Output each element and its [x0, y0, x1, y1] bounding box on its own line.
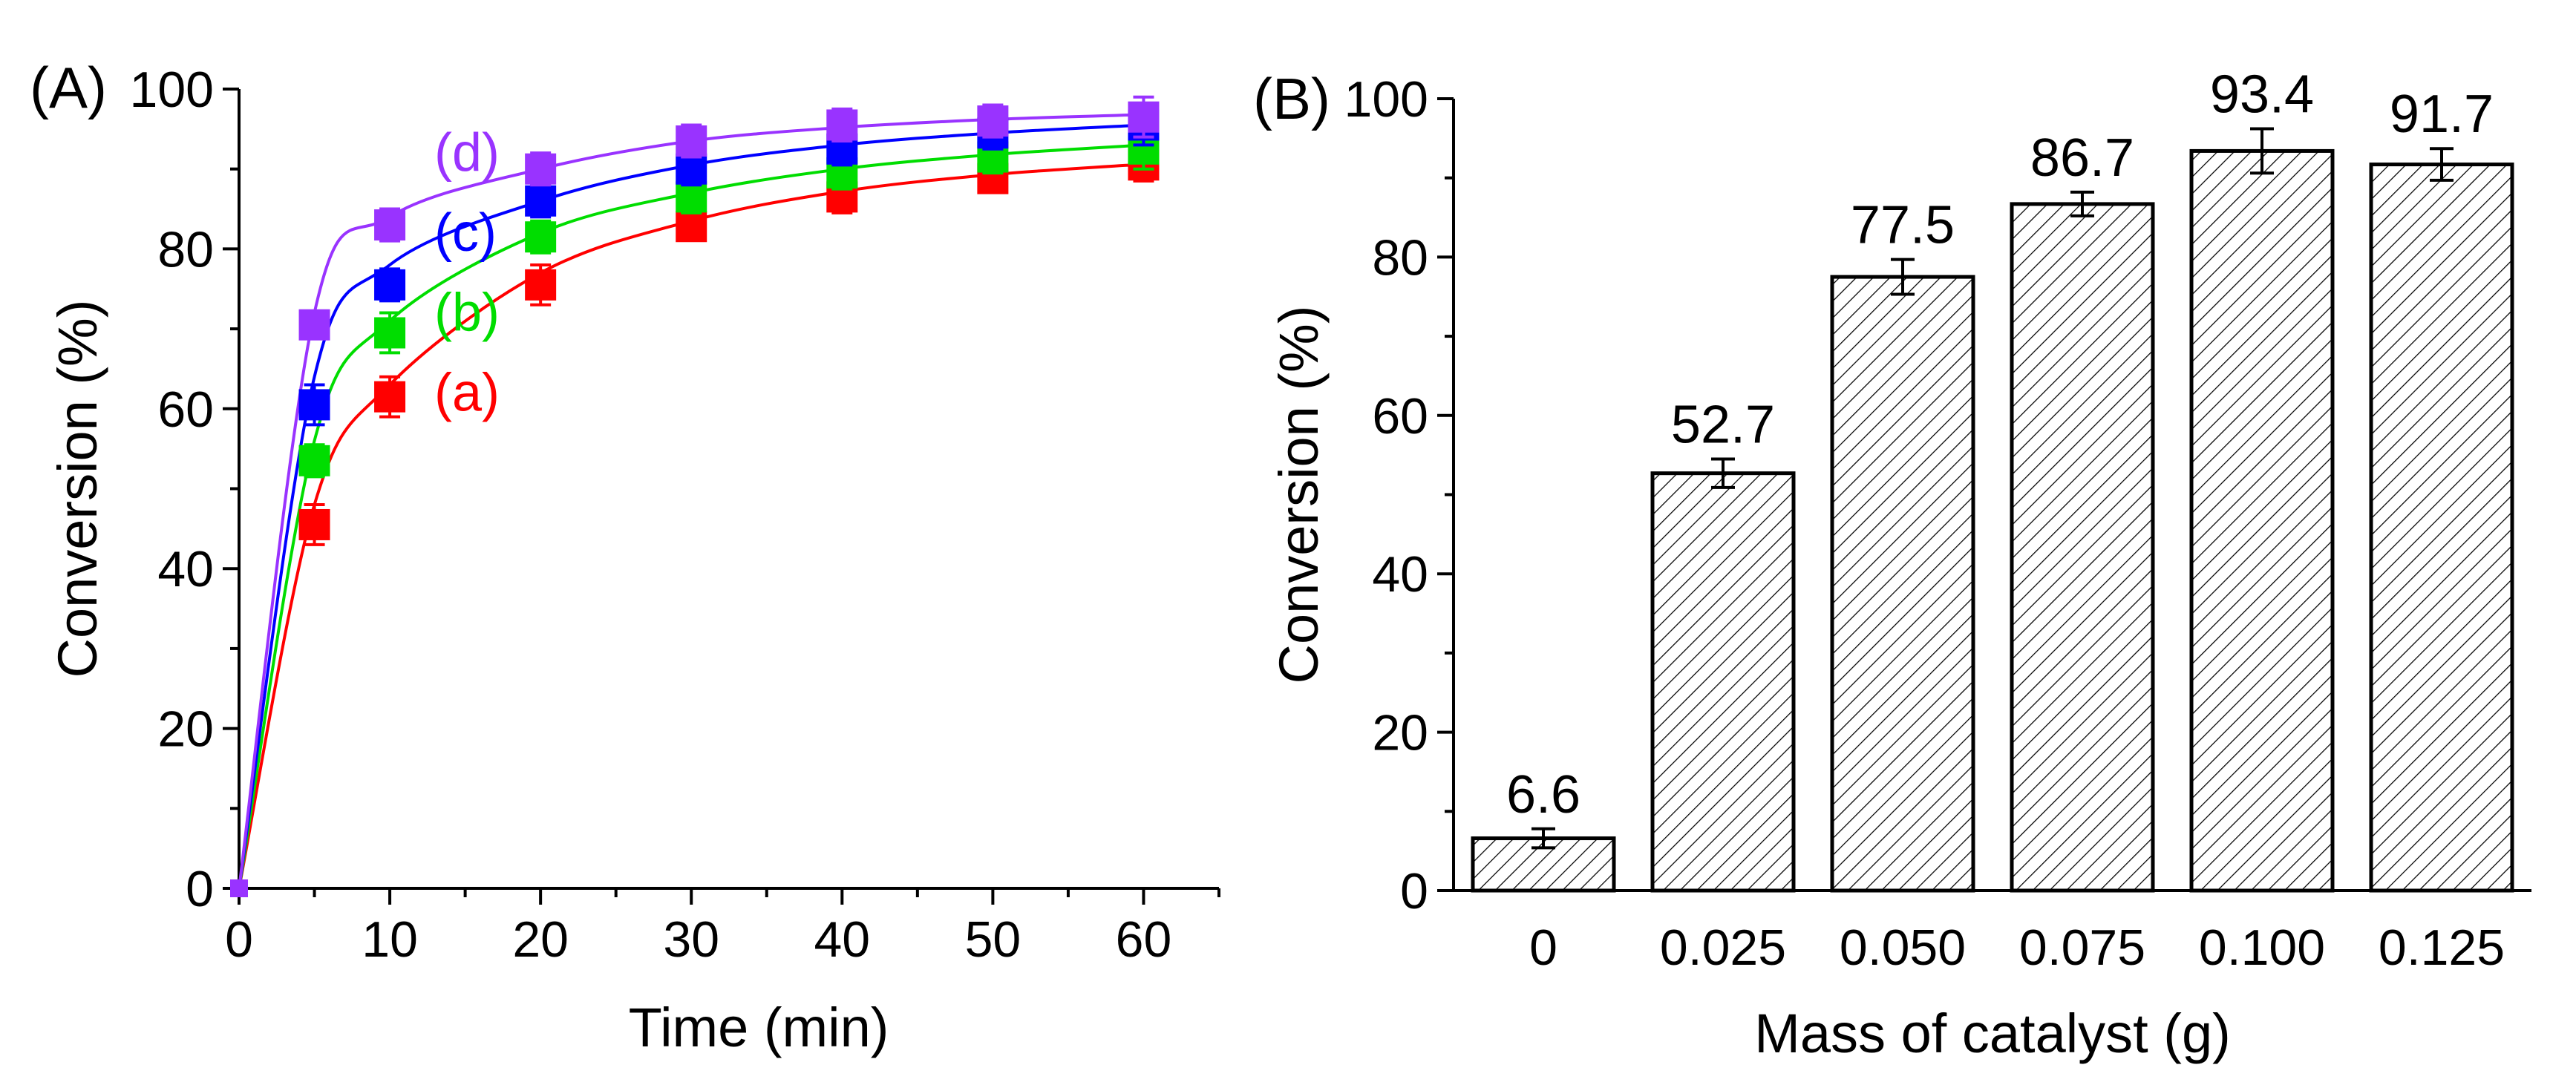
panel-a-x-tick-label: 50 — [965, 911, 1021, 968]
panel-a-series-label: (b) — [434, 283, 500, 343]
panel-a-data-point — [676, 181, 707, 213]
panel-a-data-point — [826, 109, 858, 141]
panel-b-x-axis-title: Mass of catalyst (g) — [1754, 1003, 2231, 1064]
panel-b-y-tick-label: 80 — [1372, 229, 1428, 286]
panel-a-series-labels: (a) (b) (c) (d) — [434, 123, 500, 422]
panel-b-bar — [2189, 148, 2335, 893]
panel-a-data-point — [525, 221, 557, 253]
panel-b-y-tick-label: 60 — [1372, 388, 1428, 445]
panel-a-series-label: (d) — [434, 123, 500, 183]
panel-a-y-tick-label: 20 — [157, 701, 214, 758]
panel-b-y-tick-label: 100 — [1344, 71, 1428, 128]
panel-a-x-tick-label: 10 — [362, 911, 418, 968]
panel-a-data-point — [298, 389, 330, 421]
panel-b: (B) Conversion (%) Mass of catalyst (g) … — [1253, 65, 2531, 1064]
panel-b-data-label: 77.5 — [1851, 196, 1955, 255]
panel-b-label: (B) — [1253, 66, 1330, 131]
panel-b-bar — [2369, 163, 2514, 893]
panel-a-x-axis-title: Time (min) — [629, 997, 889, 1058]
panel-a-data-point — [298, 309, 330, 341]
panel-a-data-point — [298, 508, 330, 540]
panel-a-data-point — [374, 381, 406, 413]
panel-b-data-label: 93.4 — [2210, 65, 2314, 125]
panel-a-y-tick-label: 100 — [130, 62, 214, 118]
panel-a-y-tick-label: 80 — [157, 221, 214, 278]
panel-b-y-tick-label: 40 — [1372, 546, 1428, 603]
panel-a-data-point — [525, 185, 557, 217]
panel-a-data-point — [676, 211, 707, 243]
panel-a-x-tick-label: 20 — [512, 911, 569, 968]
panel-b-data-label: 52.7 — [1671, 395, 1775, 454]
panel-b-y-axis-title: Conversion (%) — [1268, 306, 1330, 684]
panel-a-y-axis-title: Conversion (%) — [47, 300, 108, 678]
panel-b-data-labels: 6.6 0 52.7 0.025 77.5 0.050 86.7 0.075 93.4 0.100… — [1506, 65, 2505, 976]
panel-a-x-tick-label: 30 — [663, 911, 719, 968]
panel-a-y-tick-label: 0 — [186, 861, 214, 917]
panel-a-y-tick-label: 40 — [157, 541, 214, 597]
panel-b-bar — [1830, 275, 1975, 893]
panel-a-x-tick-label: 0 — [225, 911, 253, 968]
panel-b-data-label: 86.7 — [2030, 128, 2134, 188]
panel-a-series-label: (a) — [434, 363, 500, 422]
panel-a-data-point — [230, 879, 248, 897]
panel-b-x-tick-label: 0.025 — [1660, 920, 1786, 976]
panel-b-bar — [1650, 471, 1796, 893]
panel-a-data-point — [298, 445, 330, 476]
panel-a-x-tick-label: 40 — [814, 911, 870, 968]
panel-a: (A) Conversion (%) Time (min) 0 20 40 60 80 1… — [30, 55, 1220, 1058]
panel-a-label: (A) — [30, 55, 107, 120]
panel-a-y-tick-label: 60 — [157, 381, 214, 438]
panel-a-data-point — [525, 153, 557, 185]
panel-a-data-point — [525, 269, 557, 301]
panel-a-data-points — [230, 95, 1160, 897]
panel-b-data-label: 91.7 — [2390, 85, 2494, 144]
panel-b-x-tick-label: 0.050 — [1840, 920, 1966, 976]
panel-a-data-point — [1128, 101, 1160, 133]
panel-a-data-point — [676, 125, 707, 157]
panel-a-series-label: (c) — [434, 203, 497, 263]
panel-a-data-point — [374, 269, 406, 301]
panel-b-data-label: 6.6 — [1506, 765, 1580, 825]
panel-b-x-tick-label: 0 — [1529, 920, 1557, 976]
panel-b-bars — [1471, 127, 2514, 893]
panel-a-data-point — [676, 153, 707, 185]
panel-b-y-tick-label: 0 — [1400, 863, 1428, 920]
panel-b-axes: 0 20 40 60 80 100 — [1344, 71, 2531, 920]
panel-b-x-tick-label: 0.075 — [2019, 920, 2145, 976]
panel-a-data-point — [977, 105, 1009, 137]
panel-b-x-tick-label: 0.100 — [2199, 920, 2325, 976]
panel-b-y-tick-label: 20 — [1372, 705, 1428, 761]
panel-a-x-tick-label: 60 — [1116, 911, 1172, 968]
panel-b-bar — [2010, 202, 2155, 893]
panel-a-data-point — [374, 209, 406, 241]
panel-a-axes: 0 20 40 60 80 100 0 10 20 30 40 50 60 — [130, 62, 1220, 968]
panel-a-data-point — [374, 317, 406, 349]
panel-b-x-tick-label: 0.125 — [2379, 920, 2505, 976]
panel-a-fit-curve — [238, 143, 1144, 889]
